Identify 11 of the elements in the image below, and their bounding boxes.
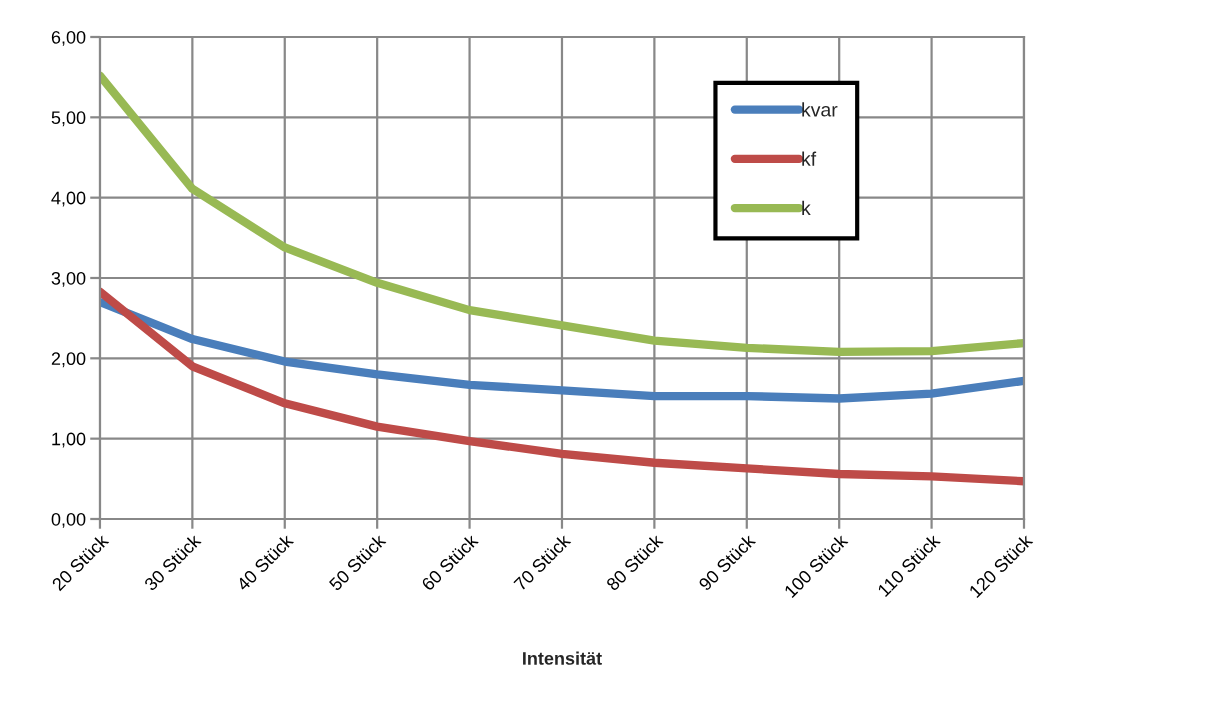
- legend-label: k: [802, 200, 811, 215]
- y-tick-label: 5,00: [51, 111, 86, 127]
- legend-label: kf: [802, 151, 817, 166]
- legend-label: kvar: [802, 102, 838, 117]
- y-tick-label: 1,00: [52, 432, 86, 448]
- y-tick-label: 4,00: [51, 191, 86, 207]
- y-tick-label: 0,00: [51, 512, 86, 528]
- y-tick-label: 6,00: [51, 30, 86, 46]
- y-tick-label: 3,00: [51, 271, 86, 287]
- x-axis-title: Intensität: [523, 651, 602, 665]
- y-tick-label: 2,00: [51, 352, 86, 368]
